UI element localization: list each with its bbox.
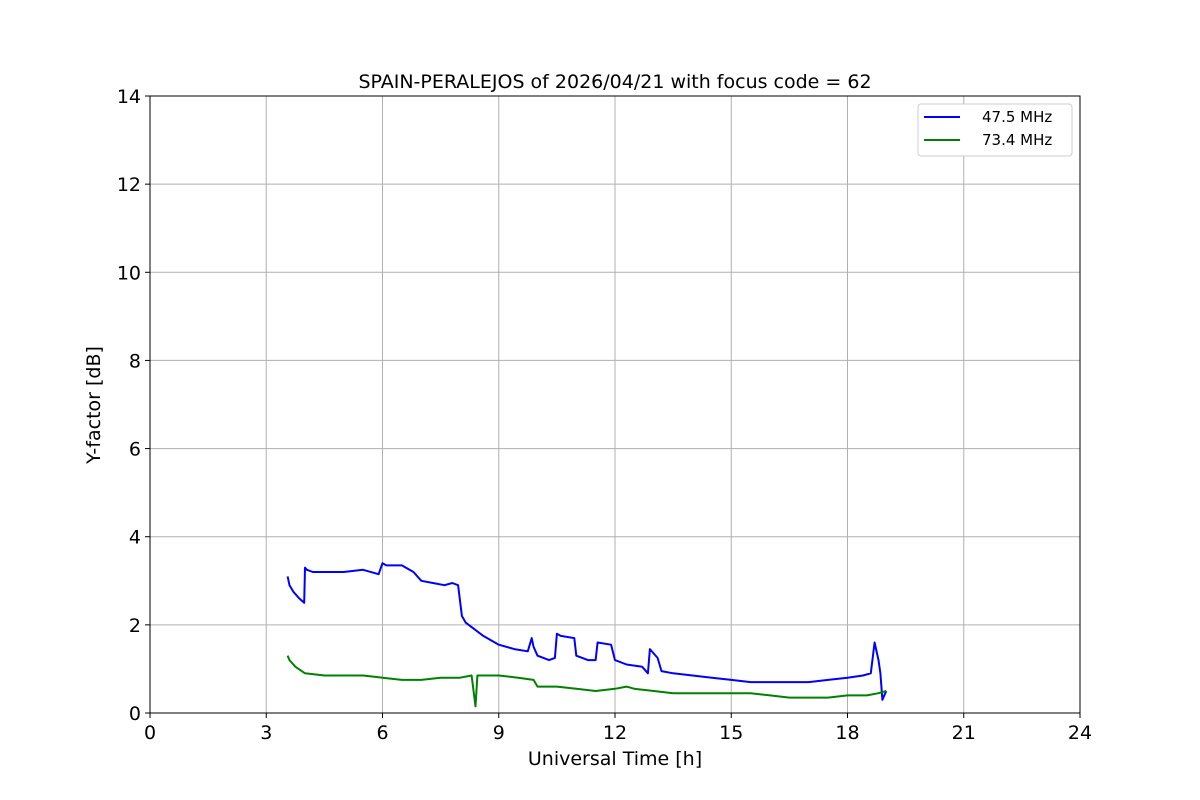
- x-tick-label: 24: [1068, 722, 1092, 744]
- x-axis-label: Universal Time [h]: [528, 748, 702, 770]
- x-tick-label: 3: [260, 722, 272, 744]
- y-tick-label: 12: [117, 174, 141, 196]
- y-tick-label: 0: [129, 703, 141, 725]
- x-tick-label: 12: [603, 722, 627, 744]
- series-layer: [286, 562, 888, 708]
- x-tick-label: 9: [493, 722, 505, 744]
- x-axis: 0 3 6 9 12 15 18 21 24: [144, 713, 1092, 744]
- x-tick-label: 6: [376, 722, 388, 744]
- x-tick-label: 18: [835, 722, 859, 744]
- y-axis: 0 2 4 6 8 10 12 14: [117, 86, 150, 725]
- y-tick-label: 8: [129, 350, 141, 372]
- series-line-1: [286, 655, 887, 708]
- y-tick-label: 2: [129, 615, 141, 637]
- x-tick-label: 0: [144, 722, 156, 744]
- y-axis-label: Y-factor [dB]: [83, 346, 105, 465]
- chart-title: SPAIN-PERALEJOS of 2026/04/21 with focus…: [358, 71, 871, 93]
- y-tick-label: 14: [117, 86, 141, 108]
- y-tick-label: 6: [129, 439, 141, 461]
- legend-label-1: 73.4 MHz: [982, 131, 1052, 149]
- series-line-0: [286, 562, 888, 701]
- legend-label-0: 47.5 MHz: [982, 108, 1052, 126]
- x-tick-label: 15: [719, 722, 743, 744]
- y-tick-label: 4: [129, 527, 141, 549]
- legend: 47.5 MHz 73.4 MHz: [917, 103, 1073, 157]
- x-tick-label: 21: [952, 722, 976, 744]
- y-tick-label: 10: [117, 262, 141, 284]
